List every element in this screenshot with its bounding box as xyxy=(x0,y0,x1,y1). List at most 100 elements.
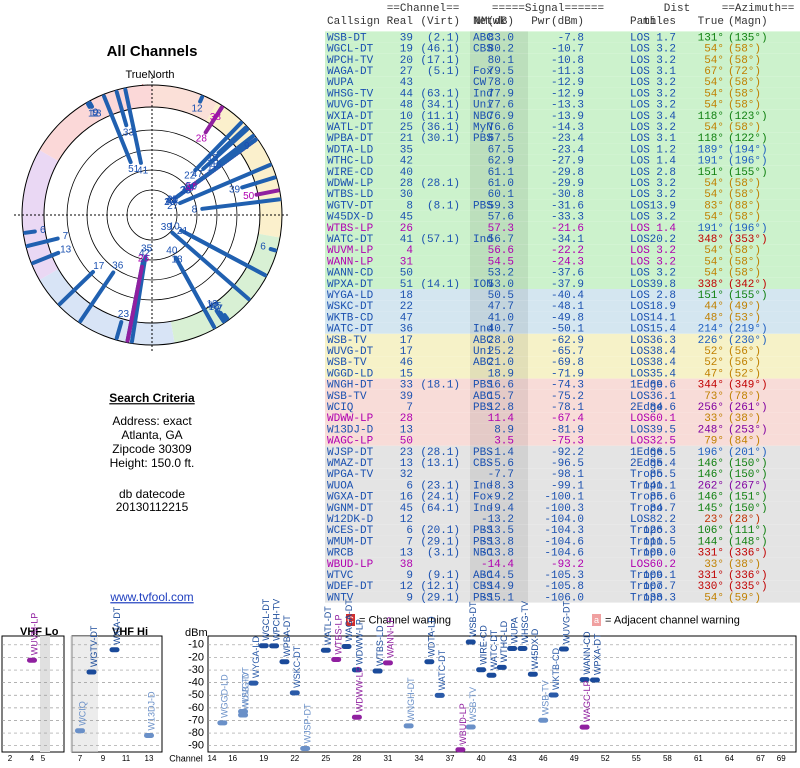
cell: -13.5 xyxy=(481,525,514,537)
row-bg xyxy=(325,221,800,233)
cell: 54° xyxy=(704,268,724,280)
cell: Uni xyxy=(473,346,493,358)
signal-label: WGCL-DT xyxy=(261,598,271,640)
cell: 47° xyxy=(704,368,724,380)
cell: -11.3 xyxy=(551,66,584,78)
nm-bg xyxy=(470,389,528,401)
signal-label: WUPA xyxy=(510,617,520,643)
nm-bg xyxy=(470,289,528,301)
beam xyxy=(240,175,277,190)
cell: LOS xyxy=(630,189,650,201)
cell: (194°) xyxy=(728,144,768,156)
cell: (28°) xyxy=(728,514,761,526)
row-bg xyxy=(325,98,800,110)
cell: 33 xyxy=(400,380,413,392)
x-tick-label: 37 xyxy=(446,754,455,763)
signal-marker xyxy=(109,647,120,653)
cell: 60.2 xyxy=(650,559,676,571)
row-bg xyxy=(325,557,800,569)
legend-key-text: C xyxy=(347,615,354,625)
nm-bg xyxy=(470,445,528,457)
cell: LOS xyxy=(630,122,650,134)
cell: 11.4 xyxy=(488,413,515,425)
cell: WRCB xyxy=(327,548,354,560)
cell: -15.1 xyxy=(481,592,514,604)
cell: WTHC-LD xyxy=(327,156,374,168)
cell: 3.2 xyxy=(656,88,676,100)
signal-marker xyxy=(217,720,228,726)
cell: 77.9 xyxy=(488,88,514,100)
signal-marker xyxy=(320,647,331,653)
x-tick-label: 64 xyxy=(725,754,734,763)
signal-label: WTBS-LP xyxy=(334,614,344,654)
beam-label: 39 xyxy=(229,184,241,195)
cell: 54° xyxy=(704,189,724,201)
cell: WDWW-LP xyxy=(327,413,374,425)
cell: -7.8 xyxy=(558,32,584,44)
signal-label: WSB-TV xyxy=(240,672,250,707)
row-bg xyxy=(325,580,800,592)
cell: (64.1) xyxy=(420,503,460,515)
beam-label: 15 xyxy=(207,153,219,164)
signal-marker xyxy=(238,712,249,718)
cell: 10 xyxy=(400,111,413,123)
cell: 141.1 xyxy=(643,480,676,492)
cell: 21 xyxy=(400,133,414,145)
row-bg xyxy=(325,65,800,77)
cell: (24.1) xyxy=(420,492,460,504)
signal-label: WDWW-LP xyxy=(354,619,364,665)
cell: 1.4 xyxy=(656,223,676,235)
cell: MyN xyxy=(473,122,493,134)
cell: WGCL-DT xyxy=(327,44,374,56)
cell: 3.2 xyxy=(656,245,676,257)
nm-bg xyxy=(470,479,528,491)
cell: W12DK-D xyxy=(327,514,374,526)
beam-label: 44 xyxy=(166,195,178,206)
beam xyxy=(87,101,94,109)
row-bg xyxy=(325,121,800,133)
nm-bg xyxy=(470,221,528,233)
cell: -105.8 xyxy=(544,581,584,593)
cell: 19 xyxy=(400,44,413,56)
cell: Fox xyxy=(473,66,493,78)
cell: (196°) xyxy=(728,223,768,235)
header: Real xyxy=(387,16,413,28)
cell: -69.8 xyxy=(551,357,584,369)
cell: 13.9 xyxy=(650,200,676,212)
y-tick-label: -70 xyxy=(188,714,204,726)
cell: 8 xyxy=(406,200,413,212)
x-tick-label: 11 xyxy=(122,754,131,763)
cell: 85.6 xyxy=(650,492,676,504)
site-link[interactable]: www.tvfool.com xyxy=(109,590,193,604)
cell: -92.2 xyxy=(551,447,584,459)
cell: (56°) xyxy=(728,346,761,358)
beam xyxy=(57,269,96,306)
beam xyxy=(187,232,268,278)
cell: WSKC-DT xyxy=(327,301,374,313)
cell: (58°) xyxy=(728,122,761,134)
x-tick-label: 2 xyxy=(8,754,13,763)
cell: 2.8 xyxy=(656,290,676,302)
nm-bg xyxy=(470,98,528,110)
beam-label: 20 xyxy=(164,197,176,208)
cell: -33.3 xyxy=(551,212,584,224)
x-tick-label: 28 xyxy=(352,754,361,763)
beam-label: 40 xyxy=(166,245,178,256)
cell: 214° xyxy=(698,324,724,336)
row-bg xyxy=(325,132,800,144)
cell: -105.3 xyxy=(544,570,584,582)
cell: 57.3 xyxy=(488,223,514,235)
cell: (219°) xyxy=(728,324,768,336)
signal-label: WUVG-DT xyxy=(561,600,571,643)
signal-label: WNGH-DT xyxy=(406,677,416,721)
cell: 61.0 xyxy=(488,178,514,190)
cell: (58°) xyxy=(728,178,761,190)
cell: WNGH-DT xyxy=(327,380,374,392)
cell: -5.6 xyxy=(488,458,514,470)
cell: 7 xyxy=(406,402,413,414)
cell: (12.1) xyxy=(420,581,460,593)
cell: 3.2 xyxy=(656,256,676,268)
signal-marker xyxy=(248,680,259,686)
row-bg xyxy=(325,591,800,603)
